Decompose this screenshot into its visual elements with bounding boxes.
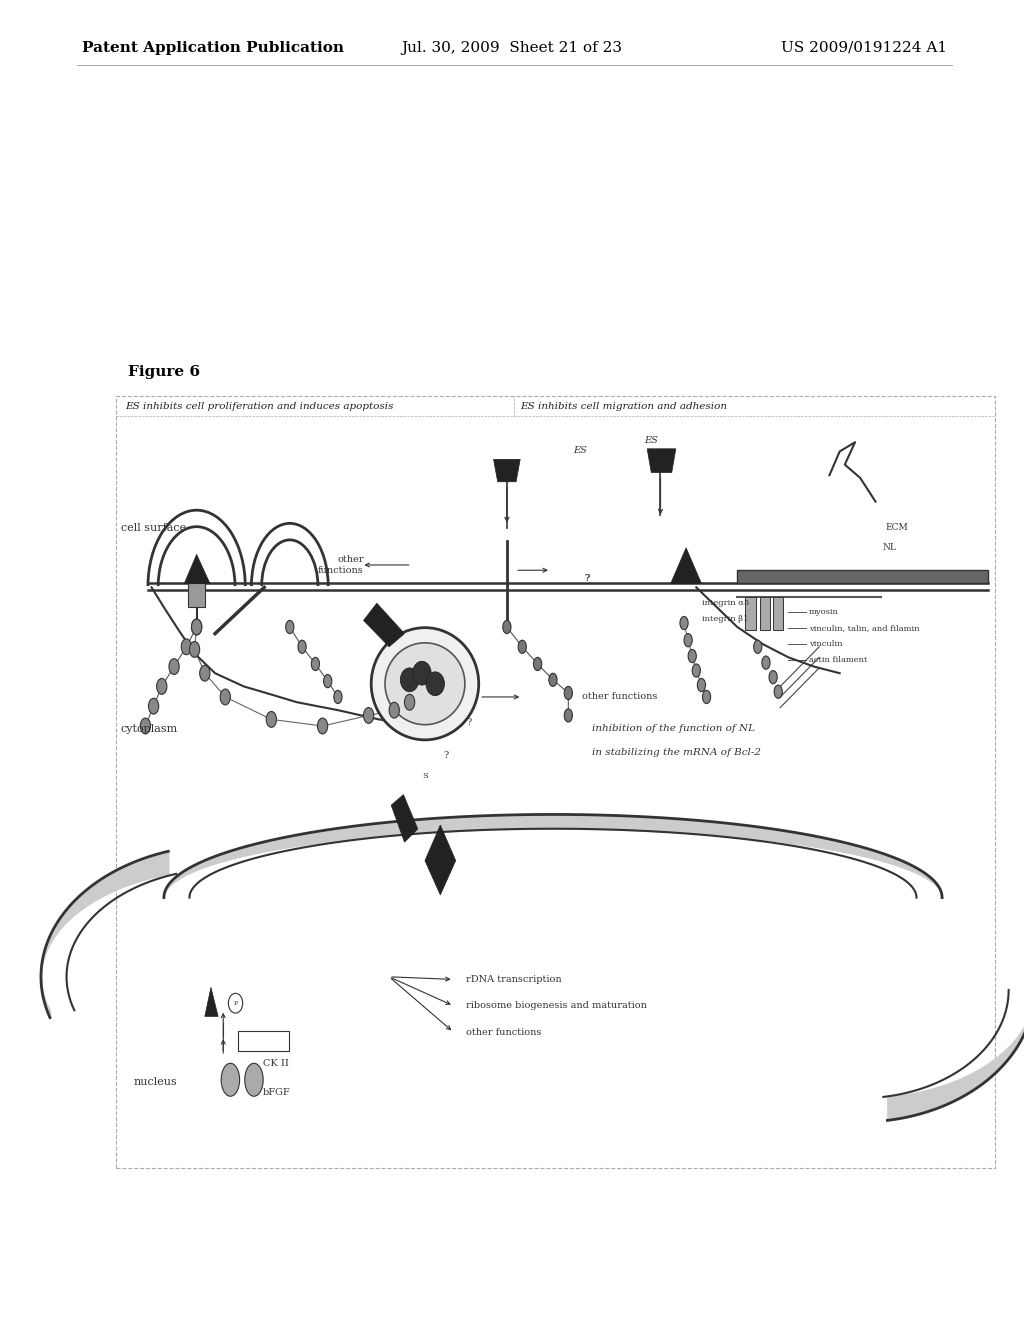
Ellipse shape <box>564 709 572 722</box>
Ellipse shape <box>385 643 465 725</box>
Polygon shape <box>364 603 404 647</box>
Bar <box>188 583 205 607</box>
Ellipse shape <box>245 1064 263 1096</box>
Text: vinculin: vinculin <box>809 640 843 648</box>
Text: cytoplasm: cytoplasm <box>121 723 178 734</box>
Text: inhibition of the function of NL: inhibition of the function of NL <box>592 725 755 733</box>
Ellipse shape <box>364 708 374 723</box>
Text: Jul. 30, 2009  Sheet 21 of 23: Jul. 30, 2009 Sheet 21 of 23 <box>401 41 623 54</box>
Text: ribosome biogenesis and maturation: ribosome biogenesis and maturation <box>466 1002 647 1010</box>
Text: ?: ? <box>443 751 450 759</box>
Text: integrin β1: integrin β1 <box>702 615 749 623</box>
Polygon shape <box>184 554 210 583</box>
Ellipse shape <box>228 993 243 1014</box>
Ellipse shape <box>191 619 202 635</box>
Ellipse shape <box>140 718 151 734</box>
Text: ES inhibits cell proliferation and induces apoptosis: ES inhibits cell proliferation and induc… <box>125 403 393 411</box>
Ellipse shape <box>692 664 700 677</box>
Text: other functions: other functions <box>466 1028 542 1036</box>
Ellipse shape <box>169 659 179 675</box>
Ellipse shape <box>404 694 415 710</box>
Bar <box>737 570 988 583</box>
Ellipse shape <box>702 690 711 704</box>
Text: ?: ? <box>584 574 590 582</box>
Text: S: S <box>422 772 428 780</box>
Text: ECM: ECM <box>886 524 908 532</box>
Ellipse shape <box>697 678 706 692</box>
Ellipse shape <box>426 672 444 696</box>
Text: other
functions: other functions <box>317 556 364 574</box>
Text: NL: NL <box>883 544 897 552</box>
Ellipse shape <box>220 689 230 705</box>
Ellipse shape <box>754 640 762 653</box>
Ellipse shape <box>191 619 202 635</box>
Bar <box>745 597 756 630</box>
Text: actin filament: actin filament <box>809 656 867 664</box>
Polygon shape <box>494 459 520 482</box>
Polygon shape <box>205 987 218 1016</box>
Text: ES: ES <box>572 446 587 454</box>
Text: US 2009/0191224 A1: US 2009/0191224 A1 <box>781 41 947 54</box>
Bar <box>116 396 995 1168</box>
Ellipse shape <box>389 702 399 718</box>
Text: ES: ES <box>644 437 658 445</box>
Text: cell surface: cell surface <box>121 523 186 533</box>
Text: in stabilizing the mRNA of Bcl-2: in stabilizing the mRNA of Bcl-2 <box>592 748 761 756</box>
Polygon shape <box>391 795 418 842</box>
Text: bFGF: bFGF <box>263 1089 291 1097</box>
Text: integrin α5: integrin α5 <box>702 599 750 607</box>
Text: vinculin, talin, and filamin: vinculin, talin, and filamin <box>809 624 920 632</box>
Ellipse shape <box>286 620 294 634</box>
Ellipse shape <box>762 656 770 669</box>
Ellipse shape <box>503 620 511 634</box>
Ellipse shape <box>774 685 782 698</box>
Text: CK II: CK II <box>263 1060 289 1068</box>
Text: Figure 6: Figure 6 <box>128 366 200 379</box>
Text: Patent Application Publication: Patent Application Publication <box>82 41 344 54</box>
Ellipse shape <box>518 640 526 653</box>
Ellipse shape <box>311 657 319 671</box>
Ellipse shape <box>549 673 557 686</box>
Text: rDNA transcription: rDNA transcription <box>466 975 561 983</box>
Text: ES inhibits cell migration and adhesion: ES inhibits cell migration and adhesion <box>520 403 727 411</box>
Polygon shape <box>671 548 701 583</box>
Text: ?: ? <box>584 574 590 582</box>
Ellipse shape <box>317 718 328 734</box>
Ellipse shape <box>534 657 542 671</box>
Bar <box>238 1031 289 1051</box>
Polygon shape <box>425 825 456 895</box>
Ellipse shape <box>200 665 210 681</box>
Text: other functions: other functions <box>582 693 657 701</box>
Ellipse shape <box>266 711 276 727</box>
Ellipse shape <box>324 675 332 688</box>
Ellipse shape <box>400 668 419 692</box>
Ellipse shape <box>189 642 200 657</box>
Ellipse shape <box>371 627 478 739</box>
Bar <box>773 597 783 630</box>
Ellipse shape <box>680 616 688 630</box>
Text: P: P <box>233 1001 238 1006</box>
Ellipse shape <box>684 634 692 647</box>
Ellipse shape <box>148 698 159 714</box>
Ellipse shape <box>181 639 191 655</box>
Ellipse shape <box>413 661 431 685</box>
Ellipse shape <box>334 690 342 704</box>
Bar <box>760 597 770 630</box>
Ellipse shape <box>157 678 167 694</box>
Ellipse shape <box>298 640 306 653</box>
Ellipse shape <box>221 1064 240 1096</box>
Text: nucleus: nucleus <box>133 1077 177 1088</box>
Text: ?: ? <box>466 718 472 726</box>
Text: myosin: myosin <box>809 609 839 616</box>
Ellipse shape <box>769 671 777 684</box>
Ellipse shape <box>564 686 572 700</box>
Polygon shape <box>647 449 676 473</box>
Ellipse shape <box>688 649 696 663</box>
